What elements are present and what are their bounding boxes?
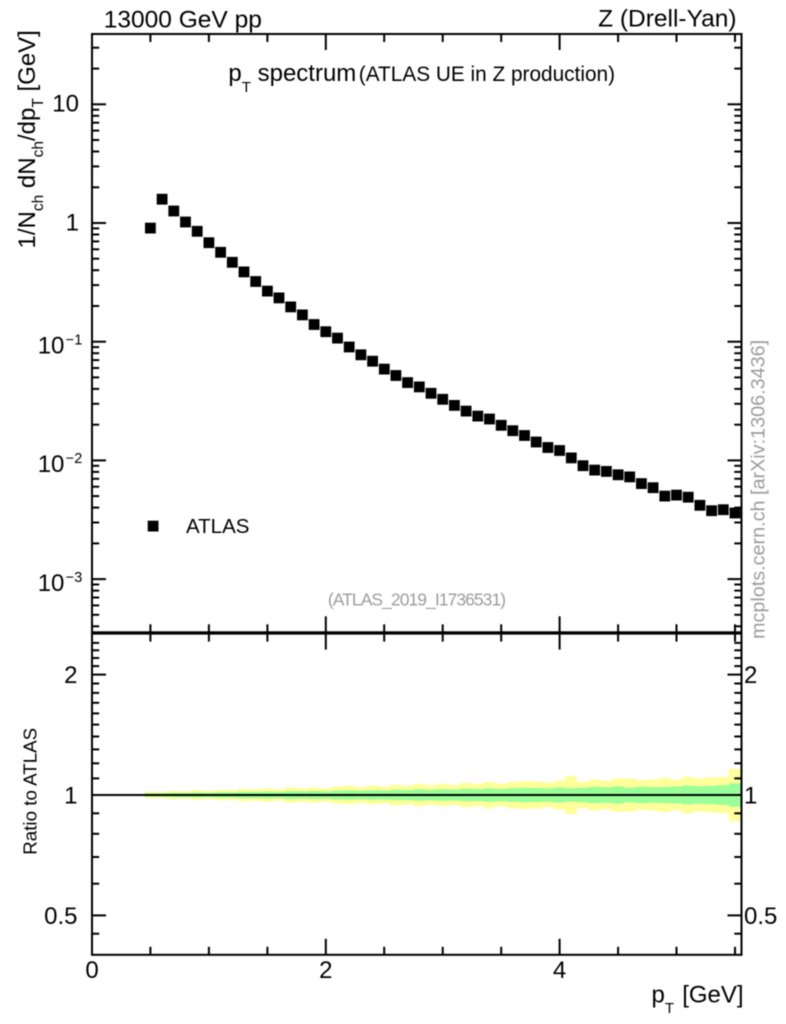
svg-text:10: 10 — [38, 570, 65, 597]
svg-text:−1: −1 — [66, 333, 83, 349]
svg-text:4: 4 — [553, 957, 566, 984]
svg-text:0.5: 0.5 — [44, 903, 77, 930]
svg-text:10: 10 — [52, 91, 79, 118]
svg-text:Ratio to ATLAS: Ratio to ATLAS — [19, 728, 40, 855]
svg-text:2: 2 — [744, 662, 757, 689]
svg-text:10: 10 — [38, 451, 65, 478]
svg-text:10: 10 — [38, 333, 65, 360]
svg-text:13000 GeV pp: 13000 GeV pp — [104, 7, 262, 34]
svg-text:mcplots.cern.ch [arXiv:1306.34: mcplots.cern.ch [arXiv:1306.3436] — [748, 340, 770, 639]
svg-text:−2: −2 — [66, 451, 83, 467]
svg-text:Z (Drell-Yan): Z (Drell-Yan) — [598, 6, 736, 33]
svg-text:1: 1 — [744, 782, 757, 809]
svg-text:−3: −3 — [66, 570, 83, 586]
svg-text:1: 1 — [64, 782, 77, 809]
svg-text:2: 2 — [319, 957, 332, 984]
svg-text:2: 2 — [64, 662, 77, 689]
svg-text:0.5: 0.5 — [744, 903, 777, 930]
svg-text:0: 0 — [85, 957, 98, 984]
svg-text:1: 1 — [66, 209, 79, 236]
svg-text:(ATLAS_2019_I1736531): (ATLAS_2019_I1736531) — [328, 590, 505, 611]
svg-text:ATLAS: ATLAS — [186, 515, 249, 538]
